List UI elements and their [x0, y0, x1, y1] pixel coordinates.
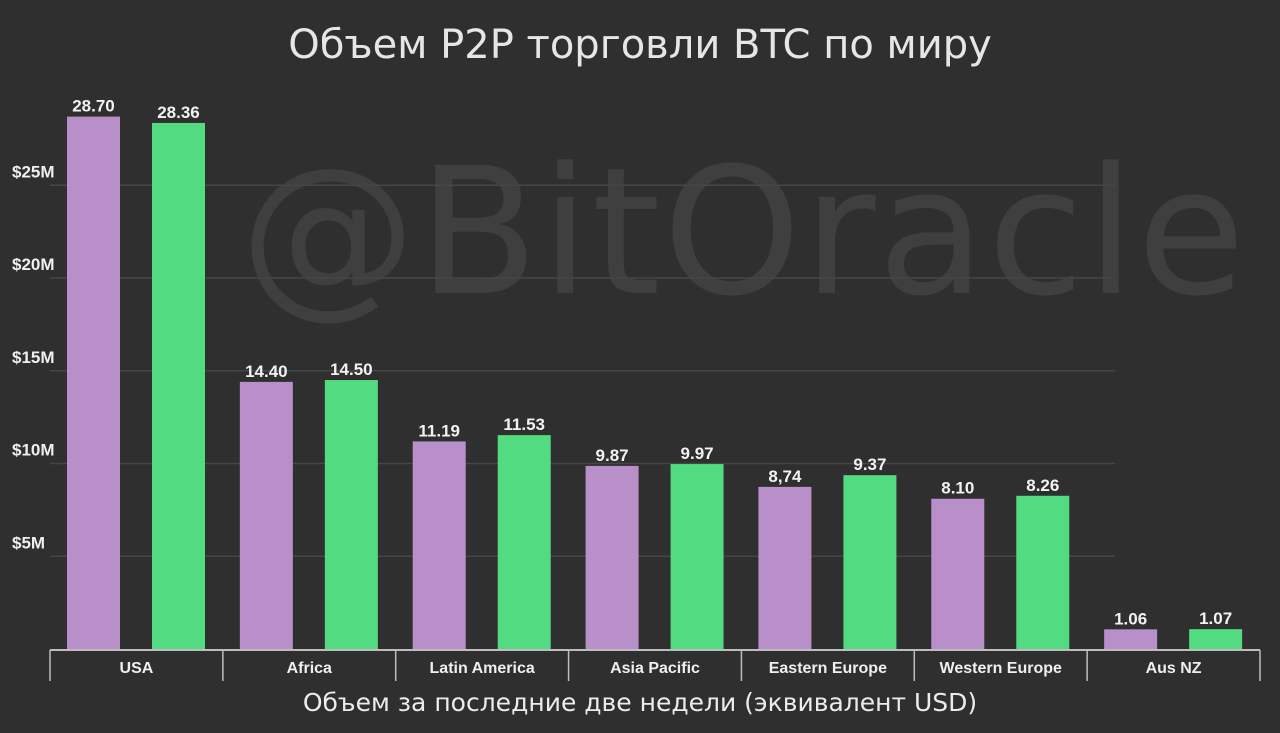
bar: [758, 486, 812, 649]
data-label: 28.36: [157, 103, 200, 122]
x-tick-label: USA: [120, 660, 154, 677]
y-tick-label: $25M: [12, 162, 55, 181]
chart-title: Объем P2P торговли BTC по миру: [288, 22, 992, 68]
data-label: 1.07: [1199, 609, 1232, 628]
x-tick-label: Eastern Europe: [769, 660, 887, 677]
data-label: 9.37: [853, 455, 886, 474]
data-label: 11.19: [418, 421, 460, 440]
y-tick-label: $15M: [12, 348, 55, 367]
y-tick-label: $10M: [12, 441, 55, 460]
bar: [412, 441, 466, 649]
bar: [1104, 629, 1158, 649]
bar: [1016, 495, 1070, 649]
data-label: 1.06: [1114, 609, 1147, 628]
bar: [1189, 629, 1243, 649]
bar: [670, 464, 724, 649]
bar: [239, 381, 293, 649]
bar: [67, 116, 120, 650]
bar: [585, 465, 639, 649]
data-label: 8.26: [1026, 476, 1059, 495]
x-tick-label: Asia Pacific: [610, 660, 700, 677]
x-axis-label: Объем за последние две недели (эквивален…: [302, 688, 978, 717]
y-tick-label: $20M: [12, 255, 55, 274]
bar: [931, 498, 985, 649]
data-label: 11.53: [503, 415, 545, 434]
bar: [843, 475, 897, 649]
y-tick-label: $5M: [12, 533, 45, 552]
data-label: 14.40: [245, 362, 288, 381]
bar: [152, 122, 205, 649]
data-label: 14.50: [330, 360, 373, 379]
data-label: 28.70: [72, 97, 115, 116]
x-tick-label: Latin America: [430, 660, 535, 677]
bar: [497, 435, 551, 649]
data-label: 9.97: [681, 444, 714, 463]
data-label: 8.10: [941, 479, 974, 498]
x-tick-label: Africa: [287, 660, 332, 677]
data-label: 8,74: [768, 467, 802, 486]
x-tick-label: Western Europe: [940, 660, 1063, 677]
x-tick-label: Aus NZ: [1146, 660, 1202, 677]
bar: [324, 380, 378, 649]
data-label: 9.87: [596, 446, 629, 465]
